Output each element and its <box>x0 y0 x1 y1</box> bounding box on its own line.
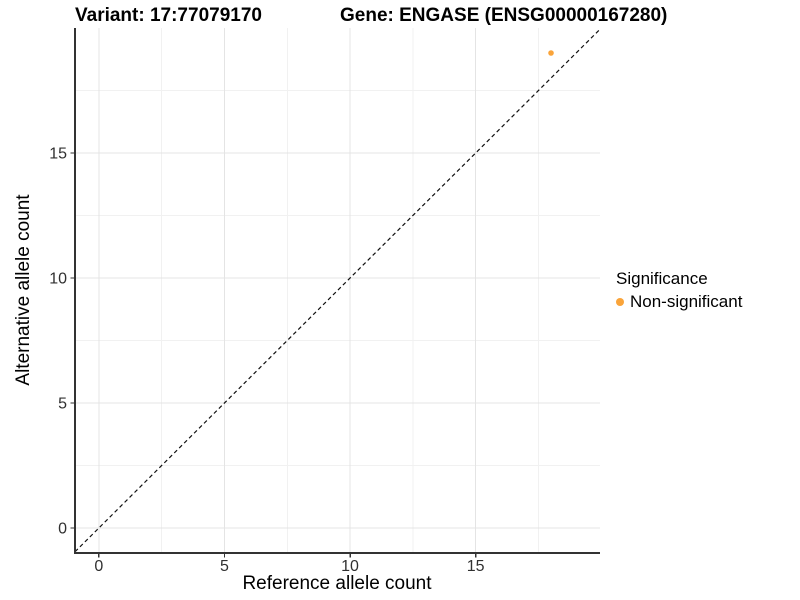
x-tick-label: 15 <box>467 558 485 575</box>
x-tick-label: 5 <box>220 558 229 575</box>
legend-point-icon <box>616 298 624 306</box>
y-tick-label: 5 <box>58 396 67 413</box>
legend-item-label: Non-significant <box>630 292 743 311</box>
data-point <box>548 50 554 56</box>
y-tick-label: 15 <box>49 146 67 163</box>
x-axis-title: Reference allele count <box>242 573 432 594</box>
plot-title-gene: Gene: ENGASE (ENSG00000167280) <box>340 5 668 26</box>
y-axis-title: Alternative allele count <box>13 194 34 386</box>
plot-title-variant: Variant: 17:77079170 <box>75 5 262 26</box>
identity-dashed-line <box>74 28 601 553</box>
legend: Significance Non-significant <box>616 269 742 312</box>
x-tick-label: 10 <box>341 558 359 575</box>
legend-item-non-significant: Non-significant <box>616 292 742 312</box>
y-tick-label: 0 <box>58 521 67 538</box>
legend-title: Significance <box>616 269 708 288</box>
x-tick-label: 0 <box>94 558 103 575</box>
y-tick-label: 10 <box>49 271 67 288</box>
